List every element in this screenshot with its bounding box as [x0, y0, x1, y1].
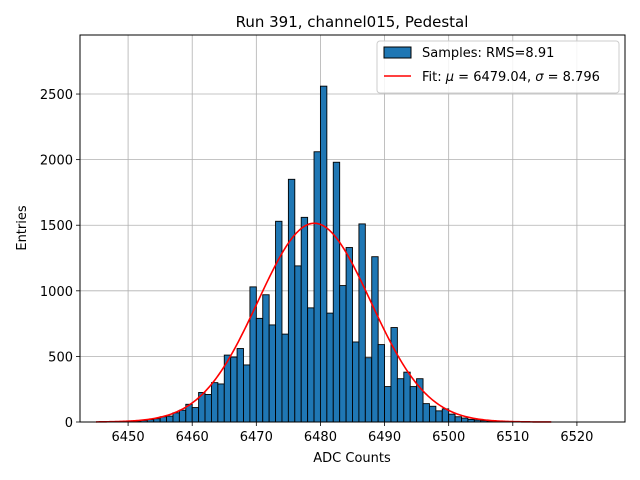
- x-tick-label: 6510: [496, 430, 529, 445]
- x-tick-label: 6490: [368, 430, 401, 445]
- histogram-bar: [371, 256, 379, 423]
- x-tick-label: 6480: [304, 430, 337, 445]
- histogram-bar: [300, 216, 309, 423]
- histogram-bar: [403, 371, 411, 423]
- y-tick-label: 2000: [40, 154, 73, 169]
- histogram-bar: [409, 386, 418, 423]
- histogram-bar: [178, 409, 187, 423]
- histogram-bar: [377, 344, 386, 423]
- histogram-bar: [243, 364, 251, 423]
- fit-curve: [96, 222, 552, 423]
- histogram-bar: [319, 85, 328, 423]
- histogram-bar: [454, 416, 462, 423]
- y-tick-label: 1000: [40, 285, 73, 300]
- histogram-bar: [262, 294, 270, 423]
- histogram-bar: [390, 327, 398, 423]
- y-tick-label: 1500: [40, 219, 73, 234]
- histogram-bar: [275, 220, 283, 423]
- plot-frame: [79, 34, 626, 423]
- histogram-bar: [287, 178, 296, 423]
- histogram-bar: [396, 378, 405, 423]
- y-axis-title: Entries: [15, 205, 30, 251]
- y-tick-label: 2500: [40, 88, 73, 103]
- x-axis-ticks: 6450 6460 6470 6480 6490 6500 6510 6520: [112, 422, 593, 445]
- y-axis-ticks: 0 500 1000 1500 2000 2500: [40, 88, 80, 431]
- histogram-bar: [255, 317, 264, 423]
- histogram-bar: [307, 307, 315, 423]
- histogram-bar: [281, 333, 289, 423]
- x-tick-label: 6460: [176, 430, 209, 445]
- histogram-bar: [268, 324, 277, 423]
- x-tick-label: 6520: [560, 430, 593, 445]
- histogram-bar: [428, 405, 437, 423]
- x-axis-title: ADC Counts: [313, 451, 391, 466]
- histogram-bar: [172, 412, 180, 423]
- histogram-bar: [352, 341, 360, 423]
- histogram-bar: [210, 382, 219, 423]
- histogram-bar: [204, 394, 212, 423]
- x-tick-label: 6450: [112, 430, 145, 445]
- x-tick-label: 6500: [432, 430, 465, 445]
- histogram-bar: [326, 312, 334, 423]
- y-tick-label: 500: [48, 350, 73, 365]
- histogram-bar: [441, 408, 450, 423]
- histogram-bar: [313, 151, 321, 423]
- histogram-bar: [448, 413, 456, 423]
- legend-swatch-samples: [383, 46, 412, 59]
- histogram-bar: [339, 285, 347, 423]
- histogram-bar: [364, 357, 373, 423]
- histogram-bar: [345, 247, 353, 423]
- histogram-bar: [422, 403, 430, 423]
- histogram-bar: [461, 417, 469, 423]
- histogram-bar: [230, 356, 238, 423]
- legend-label-samples: Samples: RMS=8.91: [422, 46, 554, 61]
- histogram-bar: [191, 407, 200, 423]
- histogram-bar: [384, 386, 392, 423]
- legend-box: [376, 40, 620, 94]
- histogram-bar: [358, 223, 366, 423]
- histogram-bar: [435, 410, 443, 423]
- chart-title: Run 391, channel015, Pedestal: [236, 13, 469, 31]
- histogram-bar: [217, 383, 225, 423]
- histogram-bar: [166, 415, 174, 423]
- legend-label-fit: Fit: μ = 6479.04, σ = 8.796: [422, 70, 600, 85]
- legend: Samples: RMS=8.91 Fit: μ = 6479.04, σ = …: [376, 40, 620, 94]
- histogram-bar: [236, 348, 244, 423]
- x-tick-label: 6470: [240, 430, 273, 445]
- y-tick-label: 0: [65, 416, 73, 431]
- histogram-bar: [332, 161, 341, 423]
- histogram-bar: [294, 265, 302, 423]
